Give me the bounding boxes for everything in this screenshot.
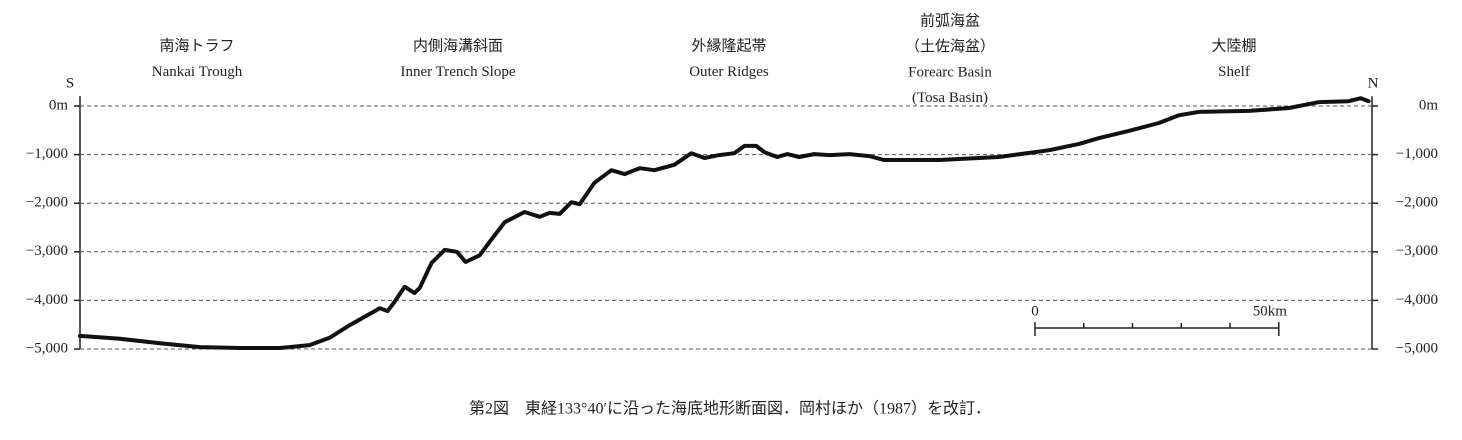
y2-tick-label: 0m: [1419, 97, 1439, 113]
y2-tick-label: −4,000: [1396, 292, 1438, 308]
region-label: （土佐海盆）: [905, 38, 995, 55]
end-label: N: [1368, 75, 1379, 91]
region-label: Nankai Trough: [152, 64, 243, 80]
region-label: 前弧海盆: [920, 12, 980, 29]
y2-tick-label: −2,000: [1396, 195, 1438, 211]
y-tick-label: −5,000: [26, 340, 68, 356]
y-tick-label: −1,000: [26, 146, 68, 162]
region-label: Inner Trench Slope: [401, 64, 516, 80]
y2-tick-label: −5,000: [1396, 340, 1438, 356]
y-tick-label: −3,000: [26, 243, 68, 259]
region-label: 内側海溝斜面: [413, 37, 503, 54]
region-label: 南海トラフ: [159, 37, 234, 54]
scale-bar-label: 0: [1031, 303, 1039, 319]
y-tick-label: −4,000: [26, 292, 68, 308]
end-label: S: [66, 75, 74, 91]
y2-tick-label: −1,000: [1396, 146, 1438, 162]
scale-bar-label: 50km: [1253, 303, 1288, 319]
region-label: (Tosa Basin): [912, 90, 988, 106]
y-tick-label: −2,000: [26, 195, 68, 211]
caption: 第2図 東経133°40′に沿った海底地形断面図．岡村ほか（1987）を改訂．: [469, 400, 991, 418]
region-label: Forearc Basin: [908, 64, 992, 80]
profile-line: [78, 96, 1371, 350]
y-tick-label: 0m: [49, 97, 69, 113]
region-label: 外縁隆起帯: [691, 37, 766, 54]
region-label: Shelf: [1218, 64, 1250, 80]
region-label: Outer Ridges: [689, 64, 769, 80]
y2-tick-label: −3,000: [1396, 243, 1438, 259]
region-label: 大陸棚: [1211, 37, 1256, 54]
